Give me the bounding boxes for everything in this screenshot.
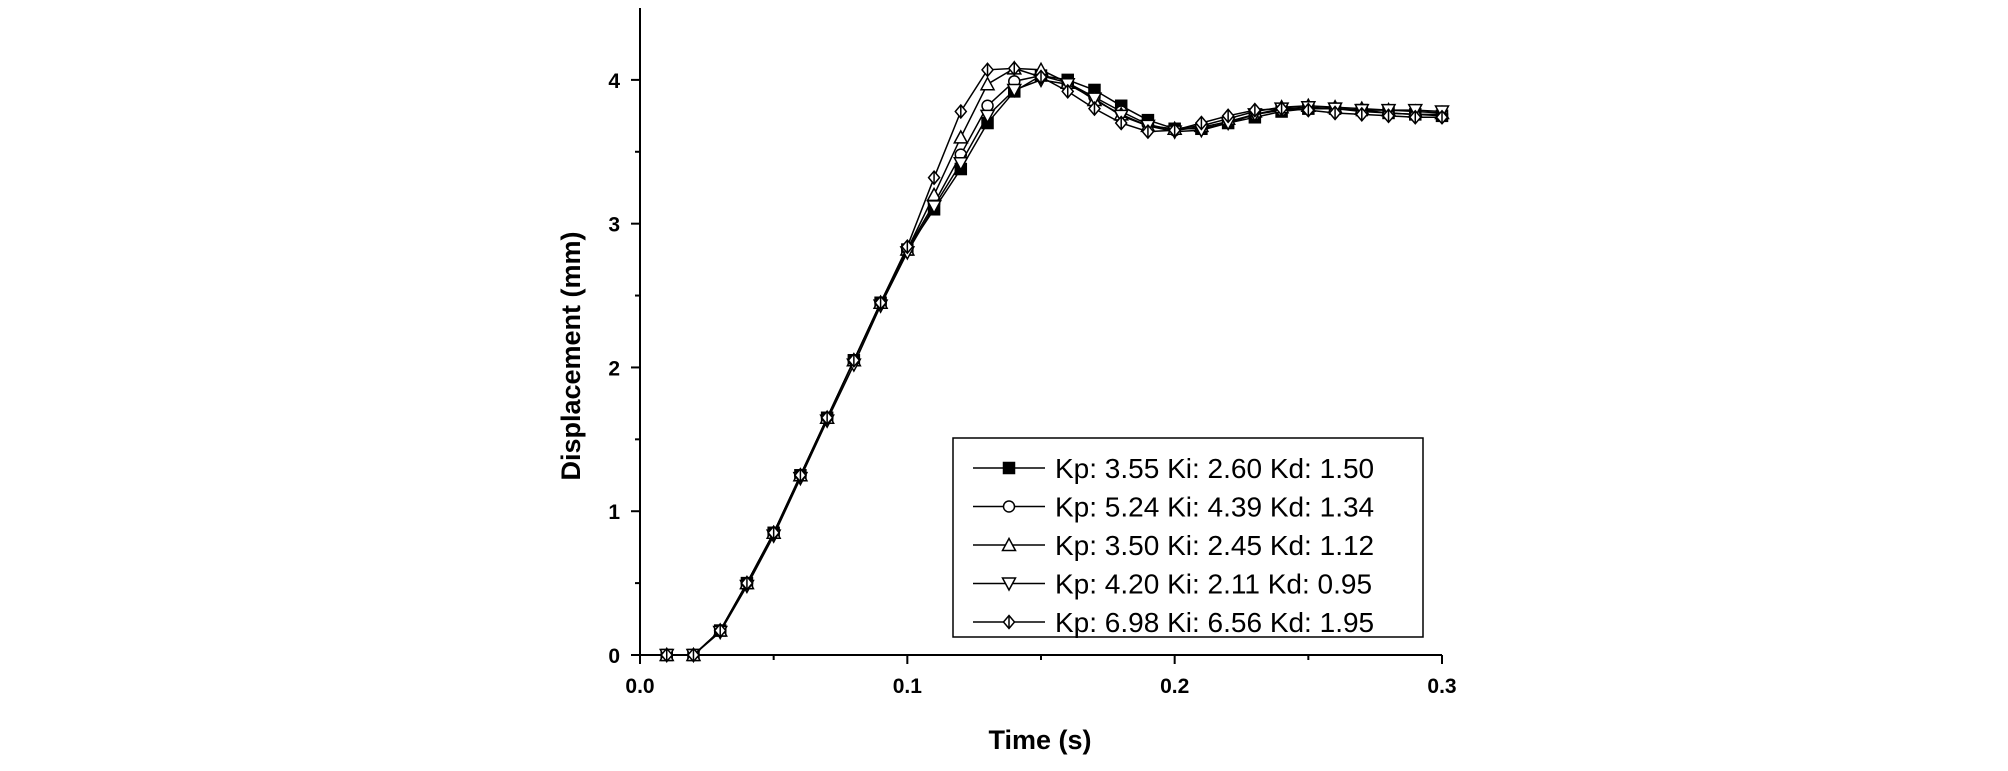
legend-marker-5: [1002, 614, 1016, 630]
series-5-point: [981, 62, 995, 78]
series-4-point: [1006, 83, 1023, 99]
series-5-point: [1328, 105, 1342, 121]
series-5-point: [954, 103, 968, 120]
series-5-point: [1141, 123, 1155, 140]
series-5-point: [1114, 115, 1128, 131]
series-5-point: [1087, 100, 1101, 117]
series-5-point: [874, 295, 888, 311]
series-5-point: [900, 239, 914, 255]
series-5-point: [1061, 83, 1075, 100]
series-3-point: [953, 129, 969, 144]
y-axis-title: Displacement (mm): [556, 231, 586, 480]
series-5-point: [820, 410, 834, 426]
series-5-point: [1408, 109, 1422, 125]
x-tick-label: 0.3: [1427, 675, 1456, 698]
series-5-point: [713, 622, 727, 639]
series-5-point: [740, 575, 754, 591]
y-tick-label: 0: [608, 645, 620, 668]
x-tick-label: 0.1: [893, 675, 923, 698]
x-axis-title: Time (s): [988, 725, 1091, 755]
series-5-point: [793, 467, 807, 483]
series-5-point: [1301, 102, 1315, 118]
series-5-point: [767, 525, 781, 541]
y-tick-label: 1: [608, 501, 620, 524]
series-layer: [640, 60, 1450, 664]
legend-marker-2: [1002, 500, 1016, 513]
series-5-point: [660, 647, 674, 663]
series-5-point: [1355, 106, 1369, 123]
series-5-point: [1034, 69, 1048, 85]
x-tick-label: 0.0: [625, 675, 654, 698]
series-4-point: [953, 157, 969, 172]
legend-box: [952, 437, 1424, 638]
series-5-point: [847, 352, 861, 368]
series-4-point: [926, 200, 942, 215]
y-tick-label: 2: [608, 357, 620, 380]
series-5-point: [927, 169, 941, 186]
legend-label-2: Kp: 5.24 Ki: 4.39 Kd: 1.34: [1055, 492, 1374, 523]
legend: Kp: 3.55 Ki: 2.60 Kd: 1.50 Kp: 5.24 Ki: 4…: [952, 437, 1424, 638]
legend-marker-1: [1002, 461, 1016, 475]
series-5-point: [1382, 108, 1396, 124]
series-4-point: [979, 109, 996, 124]
series-5-point: [1168, 122, 1182, 138]
series-5-point: [1275, 100, 1289, 117]
legend-label-5: Kp: 6.98 Ki: 6.56 Kd: 1.95: [1055, 607, 1374, 638]
ticks: 0.0 0.1 0.2 0.3 0 1 2 3 4: [608, 70, 1456, 698]
series-5-point: [1007, 60, 1021, 77]
series-5-point: [1194, 115, 1208, 131]
legend-marker-3: [1001, 536, 1017, 552]
legend-marker-4: [1001, 577, 1017, 592]
legend-label-3: Kp: 3.50 Ki: 2.45 Kd: 1.12: [1055, 530, 1374, 561]
series-5-point: [686, 647, 700, 663]
x-tick-label: 0.2: [1160, 675, 1189, 698]
legend-label-4: Kp: 4.20 Ki: 2.11 Kd: 0.95: [1055, 569, 1372, 600]
legend-label-1: Kp: 3.55 Ki: 2.60 Kd: 1.50: [1055, 453, 1374, 484]
series-5-point: [1435, 109, 1449, 125]
series-3-point: [979, 76, 996, 91]
y-tick-label: 3: [608, 214, 620, 237]
series-5-point: [1248, 102, 1262, 118]
series-5-point: [1221, 108, 1235, 124]
y-tick-label: 4: [608, 70, 620, 93]
series-4-point: [1086, 92, 1103, 107]
series-5: [640, 60, 1449, 663]
